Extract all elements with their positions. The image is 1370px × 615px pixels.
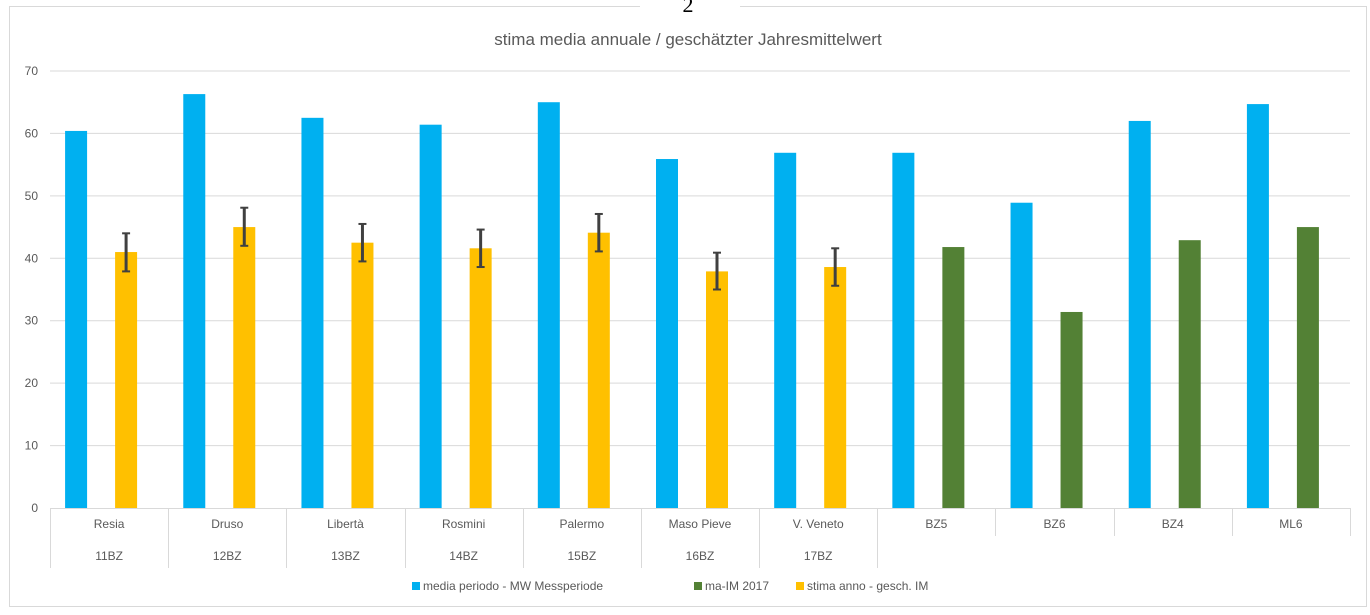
bar-media-periodo-rosmini (419, 124, 442, 508)
bar-media-periodo-resia (65, 130, 88, 508)
x-category-code: 16BZ (686, 549, 715, 563)
bar-media-periodo-bz5 (892, 152, 915, 508)
bar-ma-im-2017-bz5 (942, 247, 965, 508)
bar-media-periodo-bz6 (1010, 202, 1033, 508)
bar-stima-anno-druso (233, 227, 256, 509)
bars (65, 94, 1319, 509)
legend: media periodo - MW Messperiode ma-IM 2017… (412, 579, 928, 593)
y-tick-label: 40 (25, 251, 39, 265)
bar-media-periodo-v-veneto (774, 152, 797, 508)
x-category-label: Palermo (559, 517, 604, 531)
bar-ma-im-2017-bz6 (1060, 311, 1083, 508)
legend-item: stima anno - gesch. IM (796, 579, 928, 593)
y-tick-label: 70 (25, 64, 39, 78)
bar-stima-anno-palermo (587, 232, 610, 508)
x-category-label: BZ6 (1044, 517, 1066, 531)
x-category-code: 14BZ (449, 549, 478, 563)
error-bar (476, 228, 485, 269)
x-category-label: ML6 (1279, 517, 1303, 531)
x-category-label: Rosmini (442, 517, 485, 531)
bar-stima-anno-libert- (351, 242, 374, 508)
bar-media-periodo-druso (183, 94, 206, 508)
legend-swatch (796, 582, 804, 590)
error-bar (594, 212, 603, 253)
legend-item: ma-IM 2017 (694, 579, 769, 593)
legend-swatch (412, 582, 420, 590)
y-tick-label: 20 (25, 376, 39, 390)
x-category-label: Maso Pieve (669, 517, 732, 531)
x-category-code: 17BZ (804, 549, 833, 563)
bar-ma-im-2017-bz4 (1178, 240, 1201, 508)
bar-media-periodo-ml6 (1246, 104, 1269, 508)
bar-stima-anno-v-veneto (824, 267, 847, 508)
y-tick-label: 30 (25, 314, 39, 328)
error-bars (122, 206, 840, 291)
error-bar (713, 251, 721, 291)
bar-media-periodo-bz4 (1128, 120, 1151, 508)
y-axis-tick-labels: 0 10 20 30 40 50 60 70 (25, 64, 39, 515)
x-category-label: Resia (94, 517, 125, 531)
bar-media-periodo-libert- (301, 117, 324, 509)
bar-media-periodo-palermo (537, 102, 560, 508)
error-bar (358, 222, 367, 263)
error-bar (831, 247, 840, 287)
page-number: 2 (683, 0, 694, 17)
legend-label: media periodo - MW Messperiode (423, 579, 603, 593)
bar-stima-anno-resia (115, 252, 138, 508)
x-category-label: V. Veneto (793, 517, 844, 531)
y-tick-label: 50 (25, 189, 39, 203)
bar-media-periodo-maso-pieve (656, 159, 678, 508)
x-category-label: BZ5 (925, 517, 947, 531)
x-category-code: 15BZ (567, 549, 596, 563)
bar-stima-anno-maso-pieve (706, 271, 728, 508)
chart-title: stima media annuale / geschätzter Jahres… (494, 30, 882, 49)
x-category-label: BZ4 (1162, 517, 1184, 531)
legend-item: media periodo - MW Messperiode (412, 579, 603, 593)
y-tick-label: 10 (25, 439, 39, 453)
x-category-label: Libertà (327, 517, 364, 531)
x-category-code: 11BZ (95, 549, 123, 563)
bar-stima-anno-rosmini (469, 248, 492, 508)
y-tick-label: 60 (25, 126, 39, 140)
x-category-code: 12BZ (213, 549, 242, 563)
legend-swatch (694, 582, 702, 590)
x-category-code: 13BZ (331, 549, 360, 563)
bar-ma-im-2017-ml6 (1296, 227, 1319, 509)
error-bar (122, 232, 131, 273)
legend-label: ma-IM 2017 (705, 579, 769, 593)
y-tick-label: 0 (31, 501, 38, 515)
legend-label: stima anno - gesch. IM (807, 579, 928, 593)
x-axis: Resia 11BZ Druso 12BZ Libertà 13BZ Rosmini 14BZ… (50, 508, 1351, 568)
error-bar (240, 206, 249, 247)
x-category-label: Druso (211, 517, 243, 531)
